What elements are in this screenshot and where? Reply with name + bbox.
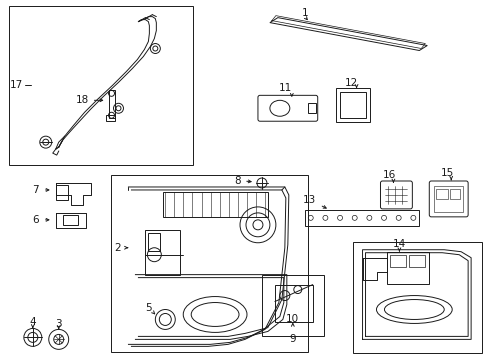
Bar bbox=[56, 185, 67, 200]
Bar bbox=[389, 255, 406, 267]
Polygon shape bbox=[269, 18, 427, 50]
Text: 18: 18 bbox=[75, 95, 88, 105]
Bar bbox=[352, 242, 481, 353]
Bar bbox=[274, 285, 312, 323]
Text: 13: 13 bbox=[303, 195, 316, 205]
Bar bbox=[408, 255, 425, 267]
Text: 5: 5 bbox=[145, 302, 151, 312]
Text: 9: 9 bbox=[289, 334, 296, 345]
Text: 16: 16 bbox=[382, 170, 395, 180]
Bar bbox=[433, 186, 462, 212]
Bar bbox=[110, 175, 307, 352]
Text: 1: 1 bbox=[301, 8, 307, 18]
Bar bbox=[335, 88, 369, 122]
Text: 17: 17 bbox=[10, 80, 23, 90]
Bar bbox=[307, 103, 315, 113]
Bar bbox=[163, 192, 267, 217]
Bar bbox=[339, 92, 365, 118]
Bar bbox=[105, 115, 115, 121]
FancyBboxPatch shape bbox=[428, 181, 467, 217]
Bar bbox=[449, 189, 459, 199]
Text: 15: 15 bbox=[440, 168, 453, 178]
Text: 14: 14 bbox=[392, 239, 405, 249]
Text: 6: 6 bbox=[32, 215, 39, 225]
Bar bbox=[386, 252, 428, 284]
Text: 2: 2 bbox=[114, 243, 121, 253]
Bar bbox=[145, 230, 180, 275]
Text: 7: 7 bbox=[32, 185, 39, 195]
Text: 4: 4 bbox=[29, 318, 36, 328]
Text: 8: 8 bbox=[234, 176, 241, 186]
Bar bbox=[9, 6, 193, 165]
Bar bbox=[62, 215, 78, 225]
Text: 12: 12 bbox=[344, 78, 358, 88]
Text: 11: 11 bbox=[279, 84, 292, 93]
Bar bbox=[304, 210, 419, 226]
Bar bbox=[262, 275, 323, 336]
FancyBboxPatch shape bbox=[258, 95, 317, 121]
Bar bbox=[435, 189, 447, 199]
Text: 10: 10 bbox=[285, 314, 299, 324]
Bar bbox=[108, 90, 114, 118]
Text: 3: 3 bbox=[55, 319, 62, 329]
FancyBboxPatch shape bbox=[380, 181, 411, 209]
Bar bbox=[148, 233, 160, 251]
